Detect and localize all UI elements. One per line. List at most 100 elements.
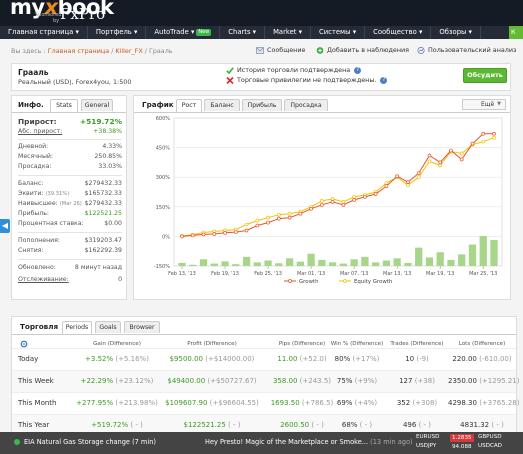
lots-value: 220.00 <box>452 355 477 363</box>
growth-point <box>416 171 421 176</box>
tab-stats[interactable]: Stats <box>50 99 78 112</box>
growth-point <box>212 232 217 236</box>
privileges-label: Торговые привилегии не подтверждены. <box>237 76 377 84</box>
equity-point <box>384 181 389 185</box>
trades-diff: (+38) <box>414 377 435 385</box>
stat-label: Пополнения: <box>18 237 60 244</box>
main-nav: Главная страница ▾ Портфель ▾ AutoTrade … <box>0 26 523 39</box>
settings-icon[interactable] <box>20 340 28 348</box>
nav-community[interactable]: Сообщество ▾ <box>365 26 432 39</box>
stat-label[interactable]: Абс. прирост: <box>18 128 63 135</box>
breadcrumb-user[interactable]: Killer_FX <box>115 47 143 55</box>
y-tick-label: 0% <box>162 234 170 240</box>
nav-market[interactable]: Market ▾ <box>265 26 311 39</box>
site-header: myxbook Sponsored by FxPro Главная стран… <box>0 0 523 39</box>
stat-note: (39.31%) <box>45 191 70 197</box>
growth-point <box>363 195 367 199</box>
table-row: This Year +519.72% ( - ) $122521.25 ( - … <box>12 414 516 432</box>
equity-point <box>438 163 443 168</box>
myfxbook-logo[interactable]: myxbook <box>10 0 114 19</box>
volume-bar <box>189 264 197 266</box>
stat-value: $162292.39 <box>84 247 122 254</box>
divider <box>18 259 122 260</box>
nav-portfolio[interactable]: Портфель ▾ <box>88 26 147 39</box>
stat-highest: Наивысшее: (Mar 26) $279432.33 <box>18 200 122 209</box>
equity-point <box>287 211 292 216</box>
checkmark-icon <box>226 66 234 74</box>
nav-cta-button[interactable]: К <box>509 26 523 39</box>
volume-bar <box>415 247 423 266</box>
breadcrumb-home[interactable]: Главная страница <box>47 47 110 55</box>
quotes-panel: EURUSD 1.2835 GBPUSD USDJPY 94.088 USDCA… <box>414 433 523 453</box>
growth-point <box>427 153 432 158</box>
ticker-news[interactable]: Hey Presto! Magic of the Marketplace or … <box>205 438 413 446</box>
legend-label: Equity Growth <box>354 279 392 285</box>
tab-periods[interactable]: Periods <box>62 321 92 334</box>
gain-value: +519.72% <box>91 421 129 429</box>
stat-label[interactable]: Отслеживание: <box>18 276 69 283</box>
ticker-event[interactable]: EIA Natural Gas Storage change (7 min) <box>24 438 156 446</box>
help-icon[interactable]: ? <box>354 66 362 74</box>
stat-drawdown: Просадка: 33.03% <box>18 163 122 172</box>
lots-value: 4298.30 <box>448 399 477 407</box>
growth-point <box>255 223 260 228</box>
logo-tail: book <box>57 0 114 19</box>
profit-cell: $49400.00 (+$50727.67) <box>162 377 262 385</box>
gain-diff: ( - ) <box>130 421 143 429</box>
volume-bar <box>253 262 261 266</box>
gain-cell: +277.95% (+213.98%) <box>72 399 162 407</box>
volume-bar <box>479 236 487 266</box>
pips-value: 11.00 <box>277 355 298 363</box>
volume-bar <box>393 258 401 266</box>
gain-diff: (+23.12%) <box>115 377 154 385</box>
message-link[interactable]: Сообщение <box>256 46 305 54</box>
more-dropdown[interactable]: Ещё ▼ <box>462 99 506 110</box>
new-badge: New <box>196 29 212 36</box>
profit-cell: $109607.90 (+$96604.55) <box>162 399 262 407</box>
add-watchlist-link[interactable]: Добавить в наблюдения <box>316 46 409 54</box>
win-value: 75% <box>336 377 353 385</box>
lots-cell: 4831.32 ( - ) <box>448 421 516 429</box>
header-trades: Trades (Difference) <box>390 341 444 347</box>
trades-diff: ( - ) <box>418 421 432 429</box>
tab-balance[interactable]: Баланс <box>204 99 240 111</box>
tab-profit[interactable]: Прибыль <box>242 99 282 111</box>
tab-browser[interactable]: Browser <box>124 321 160 333</box>
custom-analysis-link[interactable]: Пользовательский анализ <box>417 46 516 54</box>
gain-diff: (+5.16%) <box>115 355 149 363</box>
y-tick-label: 600% <box>156 116 171 122</box>
discuss-button[interactable]: Обсудить <box>463 68 507 83</box>
nav-systems[interactable]: Системы ▾ <box>311 26 366 39</box>
volume-bar <box>436 252 444 266</box>
breadcrumb-current: Грааль <box>148 47 173 55</box>
tab-goals[interactable]: Goals <box>95 321 121 333</box>
nav-reviews[interactable]: Обзоры ▾ <box>431 26 481 39</box>
tab-growth[interactable]: Рост <box>176 99 202 112</box>
collapse-arrow-icon[interactable]: ◀ <box>0 219 10 233</box>
tab-drawdown[interactable]: Просадка <box>284 99 328 111</box>
trades-value: 127 <box>399 377 413 385</box>
growth-point <box>352 198 356 202</box>
growth-point <box>492 131 496 136</box>
nav-autotrade[interactable]: AutoTrade ▾ New <box>146 26 221 39</box>
header-pips: Pips (Difference) <box>278 341 326 347</box>
growth-point <box>449 148 453 153</box>
trades-value: 352 <box>396 399 411 407</box>
stat-daily: Дневной: 4.33% <box>18 143 122 152</box>
stat-updated: Обновлено: 8 минут назад <box>18 264 122 273</box>
volume-bar <box>221 261 229 266</box>
equity-point <box>341 200 346 204</box>
profit-diff: ( - ) <box>228 421 241 429</box>
help-icon[interactable]: ? <box>380 76 388 84</box>
pips-diff: ( - ) <box>311 421 324 429</box>
chart-panel: График Рост Баланс Прибыль Просадка Ещё ▼… <box>133 95 511 300</box>
stat-balance: Баланс: $279432.33 <box>18 180 122 189</box>
volume-bar <box>361 256 369 266</box>
chart-panel-title: График <box>142 100 174 109</box>
equity-point <box>481 139 486 144</box>
nav-charts[interactable]: Charts ▾ <box>220 26 266 39</box>
nav-home[interactable]: Главная страница ▾ <box>0 26 88 39</box>
tab-general[interactable]: General <box>81 99 113 111</box>
trades-cell: 496 ( - ) <box>382 421 452 429</box>
table-row: Today +3.52% (+5.16%) $9500.00 (+$14000.… <box>12 348 516 370</box>
